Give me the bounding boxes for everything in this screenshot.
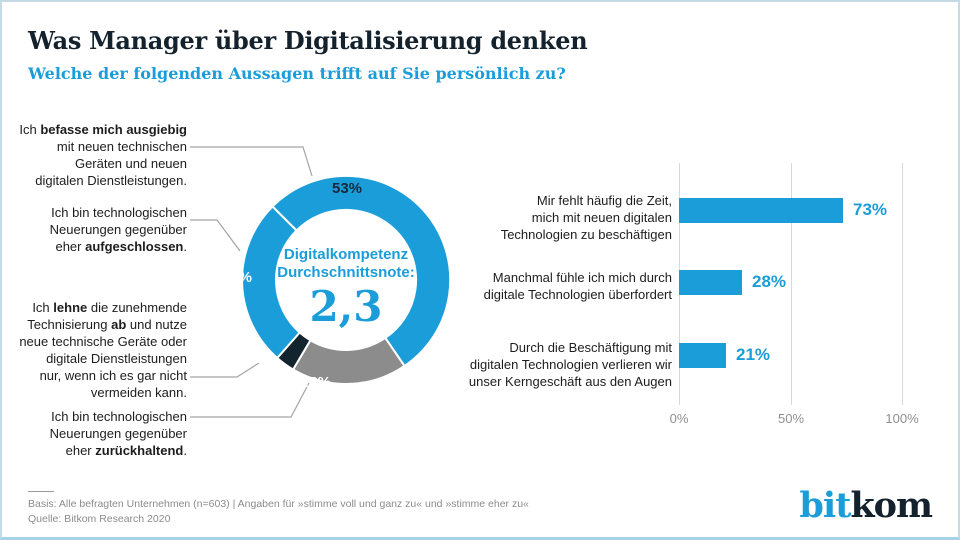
donut-value-18: 18%: [300, 374, 332, 391]
footer-basis: Basis: Alle befragten Unternehmen (n=603…: [28, 498, 529, 510]
bar-label-no-time: Mir fehlt häufig die Zeit, mich mit neuen…: [500, 193, 672, 242]
donut-center-grade: 2,3: [309, 282, 383, 331]
x-axis-tick-100: 100%: [885, 411, 919, 426]
donut-statement-open-minded: Ich bin technologischen Neuerungen gegenü…: [49, 205, 187, 254]
page-title: Was Manager über Digitalisierung denken: [28, 26, 588, 55]
donut-center-line2: Durchschnittsnote:: [277, 264, 415, 281]
bitkom-logo: bitkom: [799, 485, 933, 526]
footer-divider: [28, 491, 54, 492]
bar-overwhelmed: [679, 270, 742, 295]
donut-statement-reserved: Ich bin technologischen Neuerungen gegenü…: [49, 409, 187, 458]
donut-value-26: 26%: [221, 269, 253, 286]
x-axis-tick-50: 50%: [777, 411, 805, 426]
donut-center-line1: Digitalkompetenz: [283, 246, 409, 263]
bitkom-logo-kom: kom: [850, 485, 933, 526]
x-axis-tick-0: 0%: [669, 411, 689, 426]
bar-core-business: [679, 343, 726, 368]
bar-value-21: 21%: [736, 345, 771, 364]
bar-no-time: [679, 198, 843, 223]
footer-source: Quelle: Bitkom Research 2020: [28, 513, 171, 525]
bitkom-logo-bit: bit: [799, 485, 851, 526]
bar-label-core-business: Durch die Beschäftigung mit digitalen Tec…: [468, 340, 672, 389]
leader-line-statement-1: [190, 146, 313, 177]
donut-statement-engage-intensively: Ich befasse mich ausgiebig mit neuen tech…: [19, 122, 187, 188]
leader-line-statement-4: [190, 382, 310, 418]
bar-value-28: 28%: [752, 272, 787, 291]
donut-value-3: 3%: [245, 341, 270, 366]
page-subtitle: Welche der folgenden Aussagen trifft auf…: [28, 64, 566, 83]
leader-line-statement-2: [190, 219, 241, 252]
gridline-50pct: [791, 163, 792, 405]
donut-value-53: 53%: [331, 180, 363, 197]
gridline-100pct: [902, 163, 903, 405]
bar-label-overwhelmed: Manchmal fühle ich mich durch digitale Te…: [483, 270, 672, 302]
donut-statement-reject-technology: Ich lehne die zunehmende Technisierung ab…: [19, 300, 187, 400]
bar-value-73: 73%: [853, 200, 888, 219]
